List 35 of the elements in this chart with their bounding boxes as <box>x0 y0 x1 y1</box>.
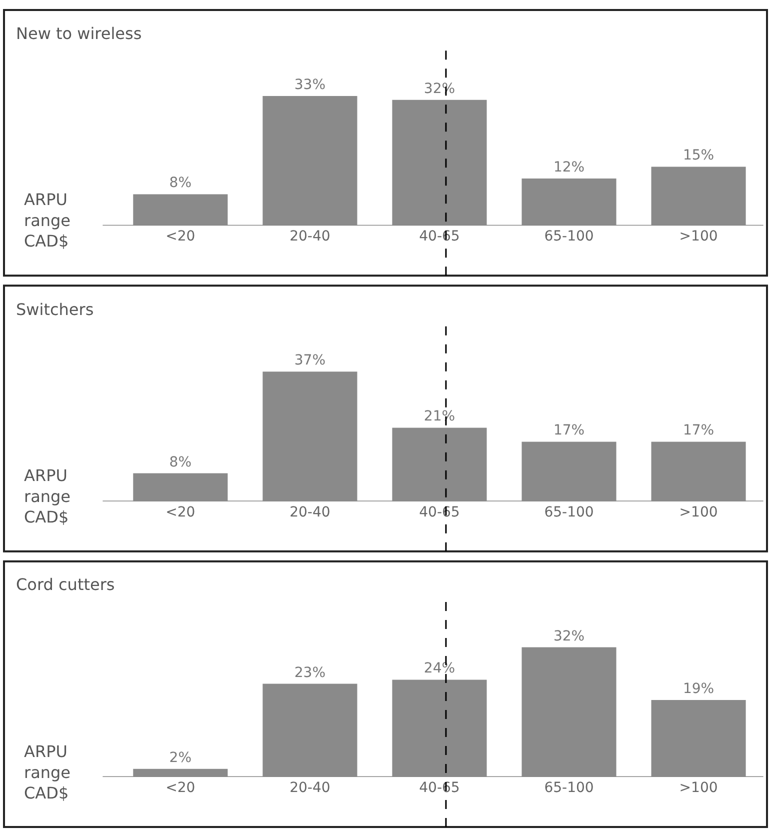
chart-title: New to wireless <box>16 24 142 43</box>
x-tick-label: <20 <box>166 504 196 520</box>
chart-title: Switchers <box>16 300 94 319</box>
x-axis-title: ARPU range CAD$ <box>24 466 71 527</box>
x-axis-title: ARPU range CAD$ <box>24 742 71 803</box>
x-tick-label: 65-100 <box>544 780 594 796</box>
data-label: 15% <box>682 148 714 164</box>
data-label: 12% <box>553 159 585 176</box>
x-tick-label: 20-40 <box>290 780 330 796</box>
x-tick-label: 40-65 <box>419 504 460 520</box>
x-tick-label: <20 <box>166 228 196 245</box>
x-axis-title: ARPU range CAD$ <box>24 190 71 251</box>
x-tick-label: <20 <box>166 780 196 796</box>
x-tick-label: >100 <box>679 504 718 520</box>
chart-title: Cord cutters <box>16 575 115 594</box>
x-tick-label: >100 <box>679 780 718 796</box>
data-label: 8% <box>169 454 192 470</box>
data-label: 23% <box>294 664 326 681</box>
data-label: 24% <box>424 660 456 677</box>
x-tick-label: >100 <box>679 228 718 245</box>
x-tick-label: 40-65 <box>419 228 460 245</box>
x-tick-label: 20-40 <box>290 504 330 520</box>
data-label: 33% <box>294 76 326 93</box>
data-label: 19% <box>682 680 714 697</box>
data-label: 17% <box>553 422 585 439</box>
data-label: 21% <box>424 408 456 425</box>
data-label: 32% <box>553 628 585 644</box>
data-label: 17% <box>682 422 714 439</box>
data-label: 8% <box>169 175 192 192</box>
x-tick-label: 40-65 <box>419 780 460 796</box>
data-label: 2% <box>169 750 192 766</box>
x-tick-label: 20-40 <box>290 228 330 245</box>
x-tick-label: 65-100 <box>544 504 594 520</box>
data-label: 37% <box>294 352 326 369</box>
x-tick-label: 65-100 <box>544 228 594 245</box>
